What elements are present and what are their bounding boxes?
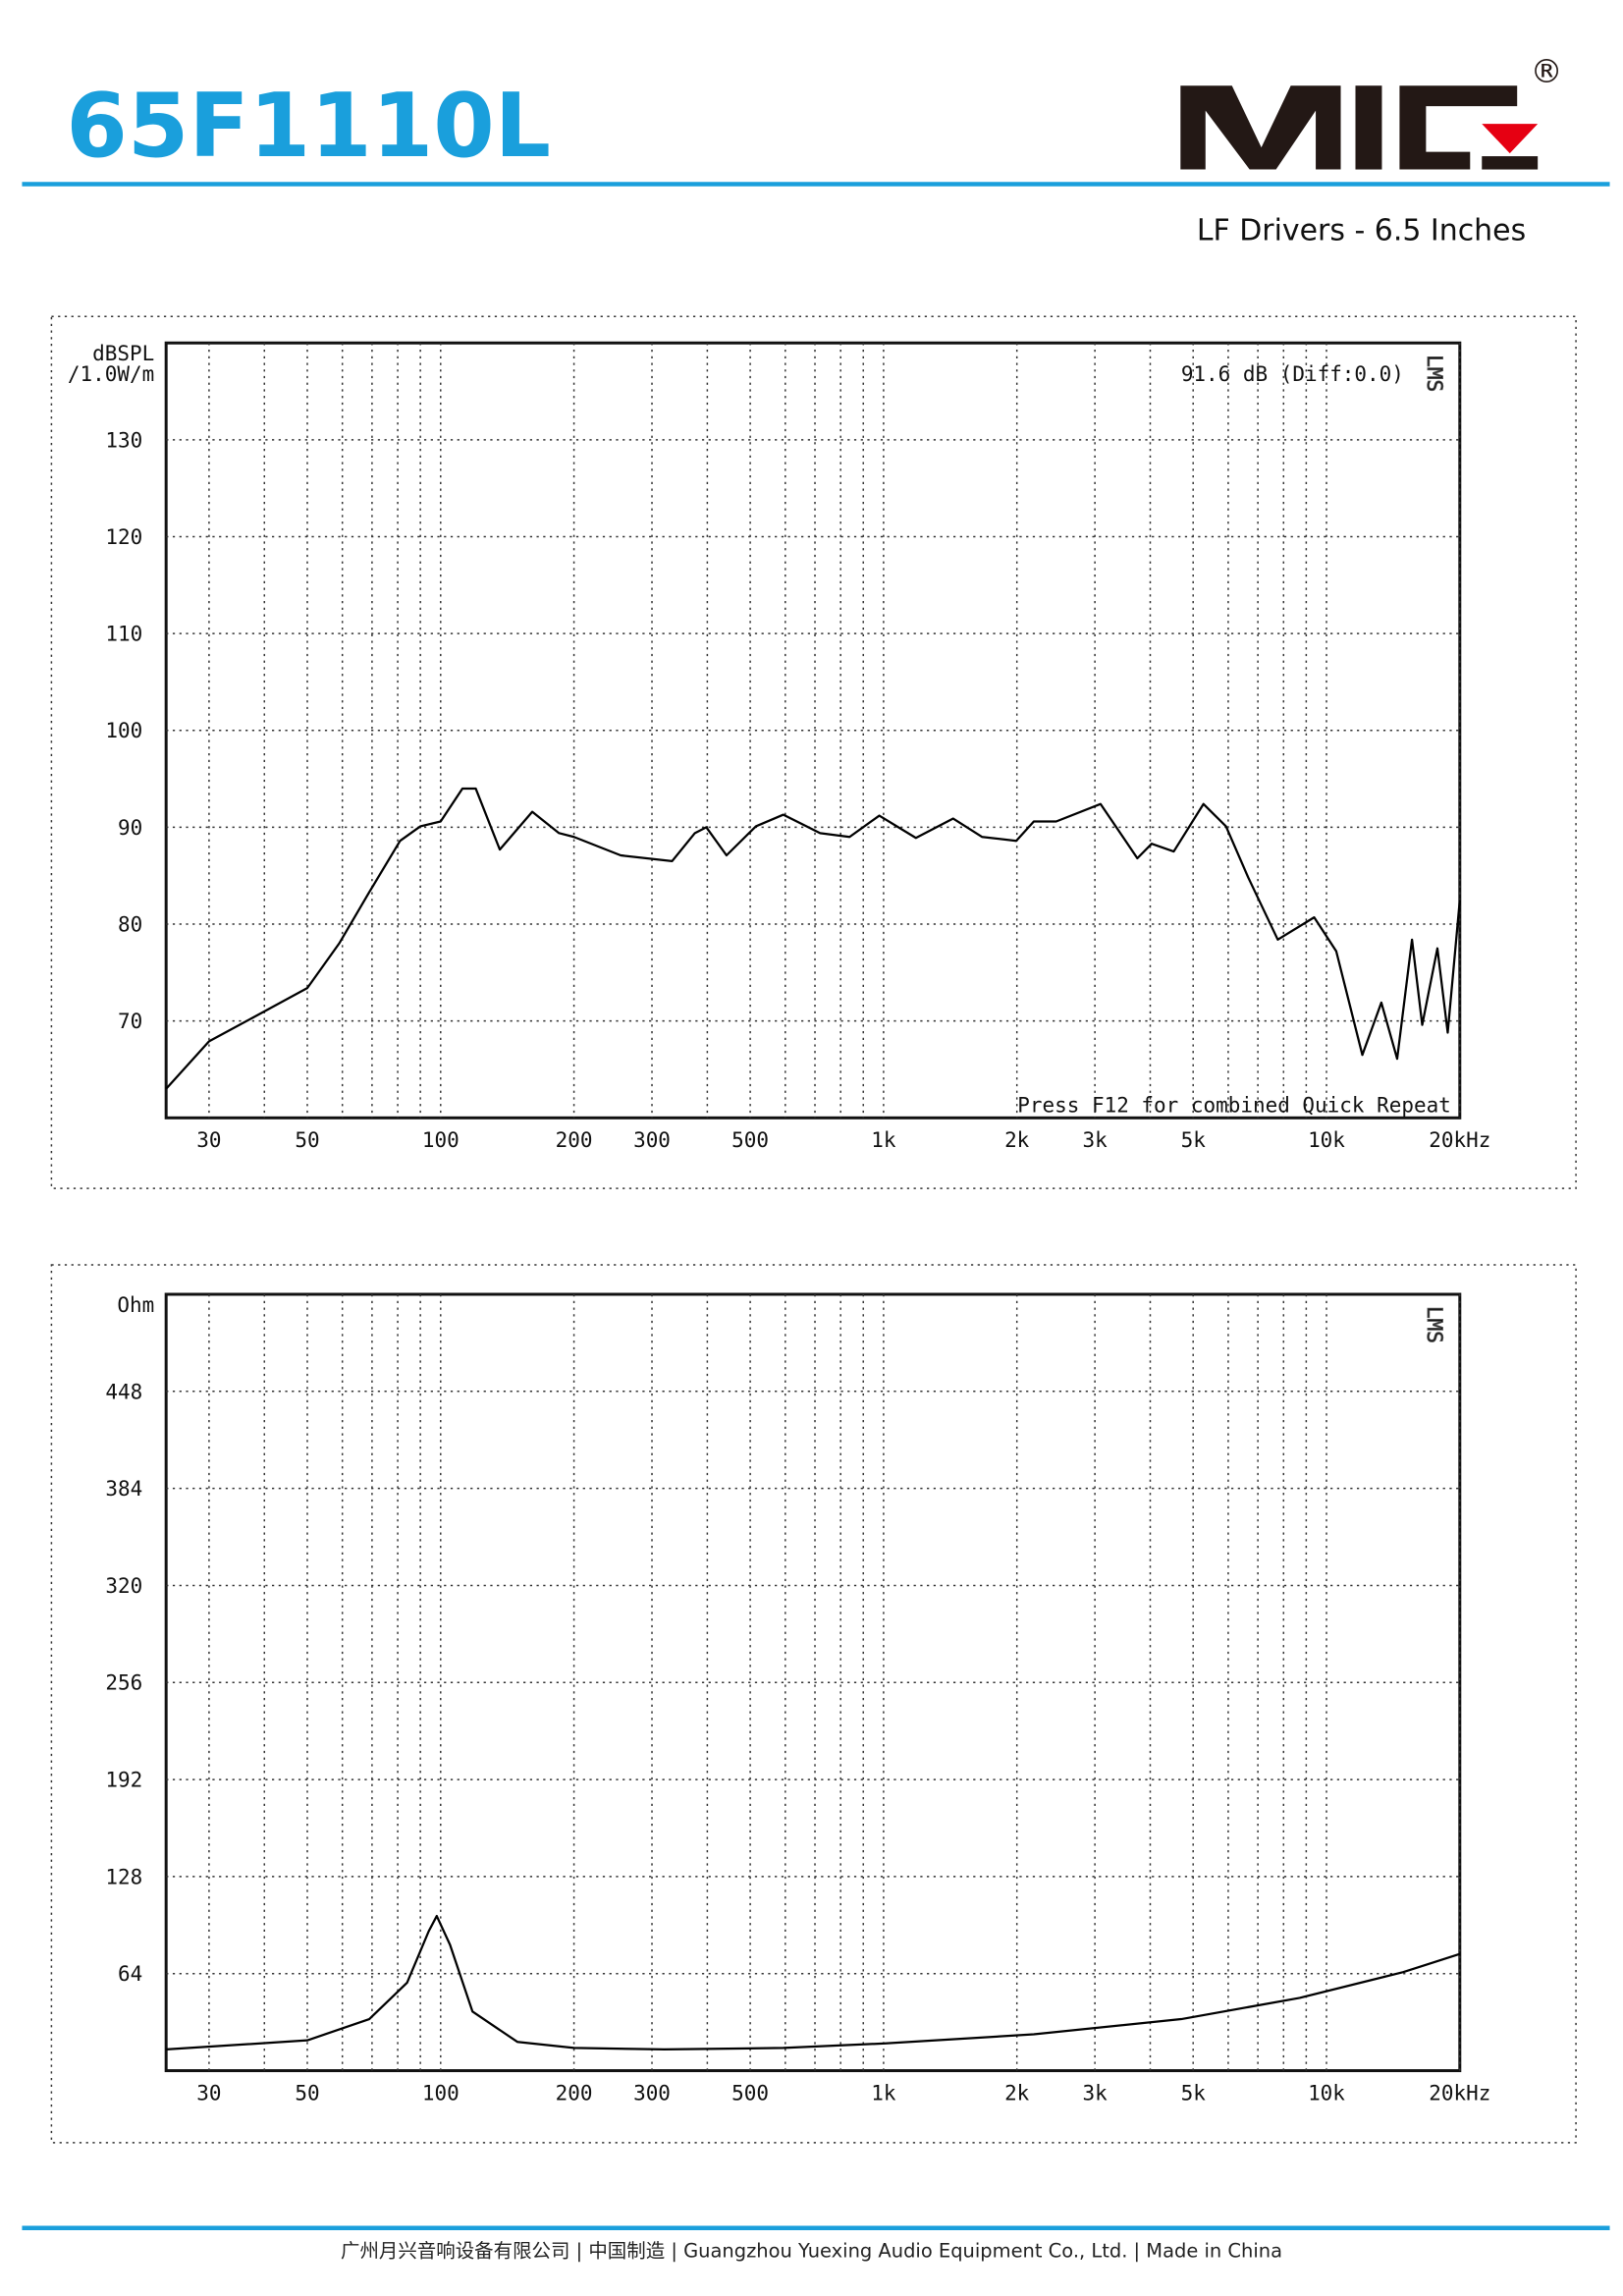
- y-tick-label: 256: [105, 1671, 142, 1695]
- watermark: LMS: [1423, 355, 1446, 392]
- y-tick-label: 110: [105, 623, 142, 646]
- x-tick-label: 2k: [1004, 2081, 1030, 2105]
- y-tick-label: 64: [118, 1962, 142, 1986]
- x-tick-label: 3k: [1083, 2081, 1109, 2105]
- y-tick-label: 192: [105, 1769, 142, 1792]
- x-tick-label: 2k: [1004, 1128, 1030, 1152]
- x-tick-label: 300: [633, 2081, 671, 2105]
- data-line: [166, 1914, 1461, 2051]
- x-tick-label: 5k: [1181, 2081, 1207, 2105]
- y-tick-label: 120: [105, 525, 142, 549]
- registered-mark: ®: [1531, 52, 1563, 90]
- x-tick-label: 10k: [1308, 1128, 1345, 1152]
- annotation: 91.6 dB (Diff:0.0): [1181, 362, 1404, 386]
- subtitle: LF Drivers - 6.5 Inches: [1197, 213, 1526, 247]
- chart-frame: [50, 315, 1577, 1189]
- y-tick-label: 130: [105, 428, 142, 452]
- y-tick-label: 448: [105, 1380, 142, 1403]
- x-tick-label: 50: [295, 1128, 319, 1152]
- chart-frame: [50, 1264, 1577, 2144]
- x-tick-label: 500: [731, 2081, 769, 2105]
- x-tick-label: 5k: [1181, 1128, 1207, 1152]
- y-tick-label: 128: [105, 1865, 142, 1888]
- x-tick-label: 10k: [1308, 2081, 1345, 2105]
- x-tick-label: 20kHz: [1429, 1128, 1490, 1152]
- x-tick-label: 100: [422, 2081, 460, 2105]
- y-tick-label: 90: [118, 816, 142, 840]
- y-unit-label: dBSPL: [92, 342, 154, 365]
- annotation: Press F12 for combined Quick Repeat: [1017, 1093, 1451, 1117]
- x-tick-label: 100: [422, 1128, 460, 1152]
- watermark: LMS: [1423, 1306, 1446, 1343]
- y-tick-label: 320: [105, 1574, 142, 1598]
- footer: 广州月兴音响设备有限公司 | 中国制造 | Guangzhou Yuexing …: [341, 2240, 1282, 2263]
- y-tick-label: 384: [105, 1477, 142, 1501]
- y-unit-label: Ohm: [117, 1293, 154, 1317]
- y-tick-label: 100: [105, 719, 142, 742]
- x-tick-label: 30: [196, 1128, 221, 1152]
- y-tick-label: 70: [118, 1010, 142, 1033]
- x-tick-label: 3k: [1083, 1128, 1109, 1152]
- y-tick-label: 80: [118, 913, 142, 937]
- x-tick-label: 1k: [871, 1128, 896, 1152]
- data-line: [165, 787, 1461, 1090]
- logo: [1180, 85, 1539, 170]
- x-tick-label: 50: [295, 2081, 319, 2105]
- y-unit-label: /1.0W/m: [68, 362, 154, 386]
- x-tick-label: 200: [556, 1128, 593, 1152]
- x-tick-label: 1k: [871, 2081, 896, 2105]
- x-tick-label: 20kHz: [1429, 2081, 1490, 2105]
- x-tick-label: 30: [196, 2081, 221, 2105]
- x-tick-label: 300: [633, 1128, 671, 1152]
- x-tick-label: 500: [731, 1128, 769, 1152]
- title: 65F1110L: [66, 76, 551, 178]
- x-tick-label: 200: [556, 2081, 593, 2105]
